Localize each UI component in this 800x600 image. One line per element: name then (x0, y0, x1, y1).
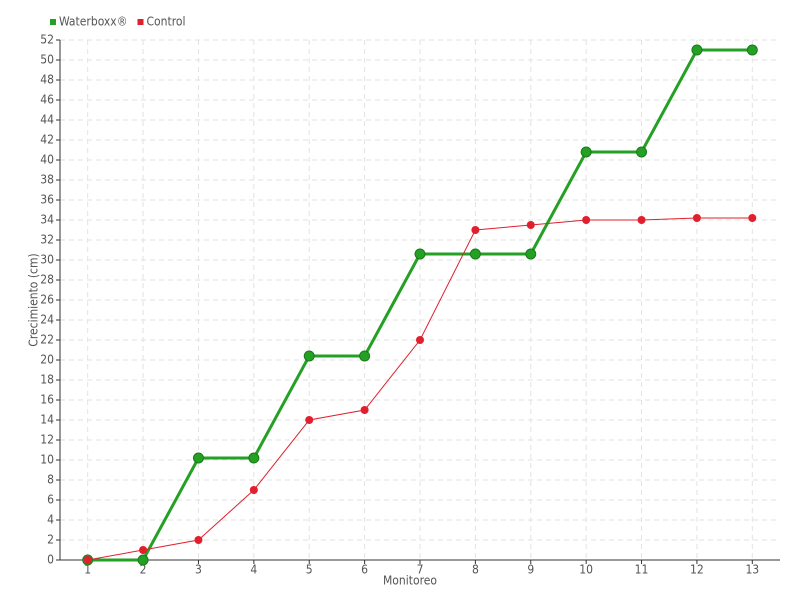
point (359, 350, 371, 362)
x-tick-label: 5 (306, 563, 313, 577)
point (414, 248, 426, 260)
x-tick-label: 13 (745, 563, 759, 577)
y-tick-label: 16 (40, 393, 54, 407)
point (582, 216, 591, 224)
x-tick-label: 1 (84, 563, 91, 577)
x-tick-label: 12 (690, 563, 704, 577)
point (416, 336, 424, 344)
y-tick-label: 14 (40, 413, 54, 427)
point (469, 248, 481, 260)
point (636, 146, 648, 158)
y-tick-label: 44 (40, 113, 54, 127)
y-tick-label: 42 (40, 133, 54, 147)
y-tick-label: 40 (40, 153, 54, 167)
point (691, 44, 703, 56)
point (139, 546, 148, 554)
y-tick-label: 4 (47, 513, 54, 527)
point (525, 248, 537, 260)
y-tick-label: 38 (40, 173, 54, 187)
point (471, 226, 480, 234)
legend-swatch (137, 19, 144, 25)
y-tick-label: 6 (47, 493, 54, 507)
y-tick-label: 8 (47, 473, 54, 487)
point (194, 536, 203, 544)
x-tick-label: 7 (417, 563, 424, 577)
point (248, 452, 260, 464)
x-tick-label: 8 (472, 563, 479, 577)
x-tick-label: 11 (635, 563, 649, 577)
x-tick-label: 9 (527, 563, 534, 577)
y-axis-label: Crecimiento (cm) (27, 253, 41, 346)
y-tick-label: 22 (40, 333, 54, 347)
point (580, 146, 592, 158)
y-tick-label: 36 (40, 193, 54, 207)
x-axis-label: Monitoreo (383, 574, 437, 588)
point (692, 214, 701, 222)
point (249, 486, 258, 494)
point (637, 216, 646, 224)
legend-label: Control (147, 15, 186, 29)
point (526, 221, 535, 229)
point (83, 556, 92, 564)
point (192, 452, 204, 464)
x-tick-label: 10 (579, 563, 593, 577)
y-tick-label: 32 (40, 233, 54, 247)
y-tick-label: 0 (47, 553, 54, 567)
point (303, 350, 315, 362)
y-tick-label: 48 (40, 73, 54, 87)
point (305, 416, 314, 424)
y-tick-label: 24 (40, 313, 54, 327)
y-tick-label: 50 (40, 53, 54, 67)
y-tick-label: 18 (40, 373, 54, 387)
x-tick-label: 3 (195, 563, 202, 577)
y-tick-label: 20 (40, 353, 54, 367)
y-tick-label: 30 (40, 253, 54, 267)
y-tick-label: 10 (40, 453, 54, 467)
y-tick-label: 52 (40, 33, 54, 47)
point (748, 214, 757, 222)
legend-label: Waterboxx® (59, 15, 128, 29)
x-tick-label: 2 (140, 563, 147, 577)
y-tick-label: 28 (40, 273, 54, 287)
y-tick-label: 26 (40, 293, 54, 307)
x-tick-label: 4 (250, 563, 257, 577)
point (137, 554, 149, 566)
y-tick-label: 46 (40, 93, 54, 107)
point (360, 406, 369, 414)
y-tick-label: 12 (40, 433, 54, 447)
x-tick-label: 6 (361, 563, 368, 577)
legend-swatch (50, 19, 56, 25)
y-tick-label: 2 (47, 533, 54, 547)
point (746, 44, 758, 56)
y-tick-label: 34 (40, 213, 54, 227)
